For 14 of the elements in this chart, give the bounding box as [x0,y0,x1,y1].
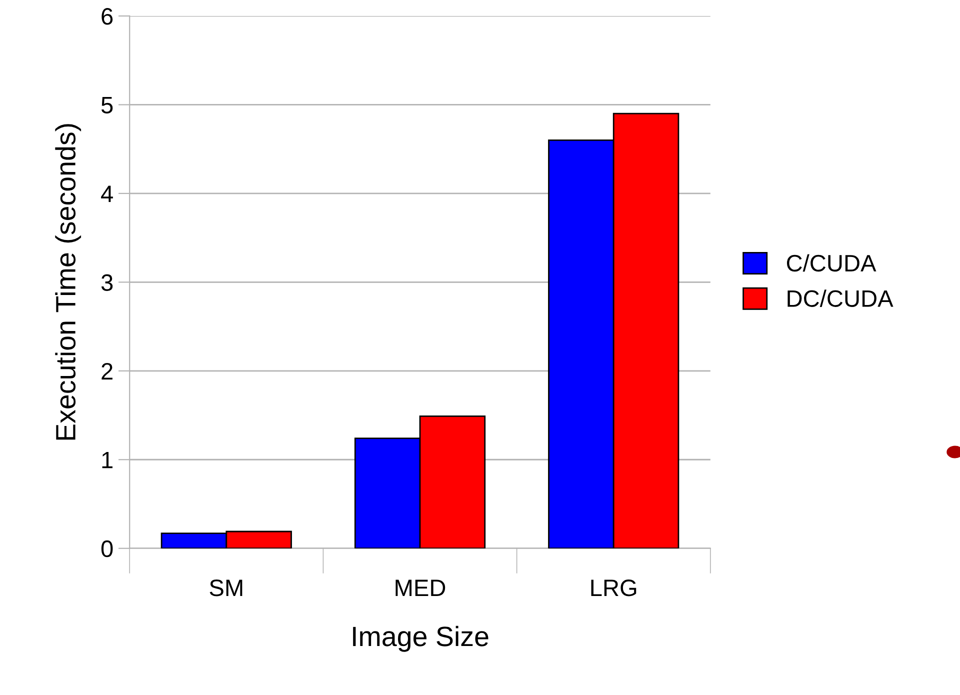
y-tick-label: 3 [101,274,113,291]
y-tick-label: 6 [102,8,113,25]
x-tick-label: SM [210,580,242,596]
x-axis-title: Image Size [353,626,488,652]
x-tick-label: LRG [591,580,636,596]
y-tick-label: 1 [102,452,112,468]
legend-label: C/CUDA [786,254,876,272]
y-axis-title: Execution Time (seconds) [55,124,82,440]
y-tick-label: 4 [101,186,113,202]
y-tick-label: 5 [101,97,113,114]
x-tick-label: MED [396,580,446,596]
legend-label: DC/CUDA [788,290,894,307]
y-tick-label: 0 [101,540,113,558]
y-tick-label: 2 [102,362,112,380]
